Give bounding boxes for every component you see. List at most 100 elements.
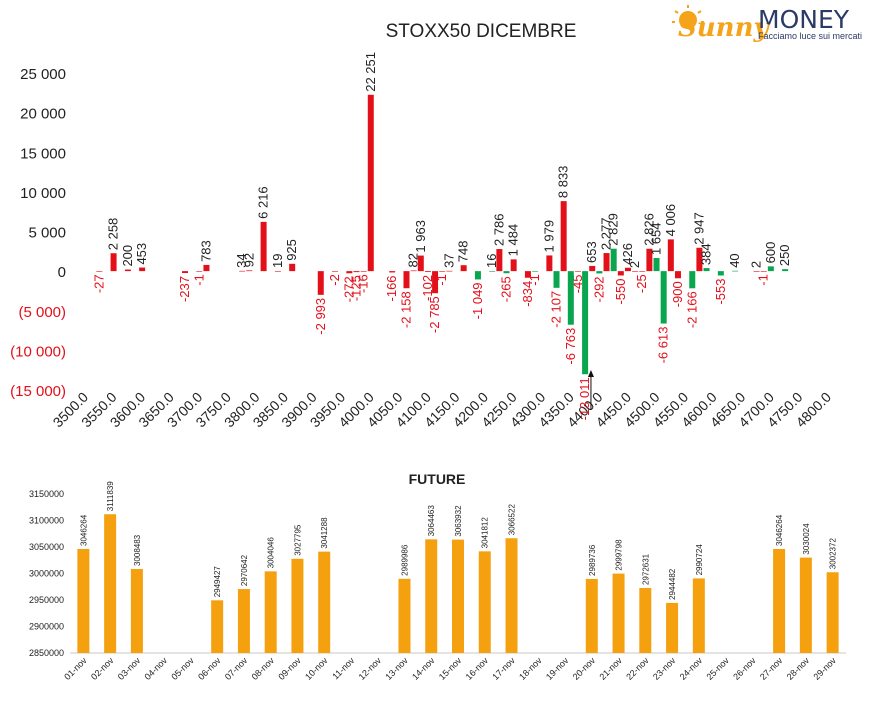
data-label: 2 258: [106, 218, 121, 251]
data-label: -292: [591, 276, 606, 302]
bar: [489, 270, 496, 272]
data-label: 3008483: [133, 534, 142, 566]
x-tick-label: 13-nov: [383, 655, 410, 682]
data-label: 2999798: [615, 539, 624, 571]
bar: [624, 267, 631, 272]
bar: [424, 271, 431, 272]
bar: [826, 572, 839, 653]
data-label: -834: [520, 281, 535, 307]
bar: [589, 265, 596, 272]
y-tick-label: (10 000): [10, 343, 66, 360]
x-tick-label: 03-nov: [116, 655, 143, 682]
data-label: -102: [420, 275, 435, 301]
bar: [582, 271, 589, 375]
data-label: -6 613: [656, 327, 671, 364]
bar: [389, 271, 396, 273]
bar: [139, 267, 146, 272]
bar: [410, 270, 417, 272]
x-tick-label: 04-nov: [143, 655, 170, 682]
data-label: -1: [434, 274, 449, 286]
logo-brand-right: MONEY: [758, 5, 850, 34]
bar: [674, 271, 681, 279]
bar: [560, 201, 567, 272]
x-tick-label: 14-nov: [410, 655, 437, 682]
y-tick-label: 20 000: [20, 106, 66, 123]
bar: [596, 271, 603, 274]
data-label: 3063932: [454, 505, 463, 537]
data-label: 1 963: [413, 220, 428, 253]
bar: [77, 548, 90, 653]
bar: [182, 271, 189, 274]
bar: [110, 253, 117, 272]
y-tick-label: 3000000: [29, 569, 64, 579]
y-tick-label: (5 000): [18, 304, 66, 321]
x-tick-label: 18-nov: [517, 655, 544, 682]
bar: [732, 270, 739, 272]
bar: [667, 239, 674, 272]
bar: [603, 253, 610, 272]
x-tick-label: 20-nov: [571, 655, 598, 682]
data-label: 250: [777, 244, 792, 266]
data-label: -1 049: [470, 282, 485, 319]
data-label: -900: [670, 281, 685, 307]
data-label: 82: [406, 253, 421, 267]
bar: [318, 551, 331, 653]
data-label: -2 785: [427, 296, 442, 333]
data-label: 1 484: [506, 224, 521, 257]
bar: [496, 249, 503, 272]
bar: [237, 589, 250, 653]
x-tick-label: 15-nov: [437, 655, 464, 682]
bar: [264, 571, 277, 653]
data-label: 200: [120, 245, 135, 267]
bar: [274, 270, 281, 272]
data-label: 3041812: [481, 517, 490, 549]
data-label: 2990724: [695, 544, 704, 576]
data-label: 3002372: [829, 538, 838, 570]
y-tick-label: 3050000: [29, 542, 64, 552]
x-tick-label: 08-nov: [250, 655, 277, 682]
x-tick-label: 22-nov: [624, 655, 651, 682]
x-tick-label: 06-nov: [196, 655, 223, 682]
data-label: -16: [356, 274, 371, 293]
bar: [425, 539, 438, 653]
bar: [585, 578, 598, 653]
data-label: 3046264: [79, 514, 88, 546]
bar: [505, 538, 518, 653]
data-label: 4 006: [663, 204, 678, 237]
data-label: 2972631: [641, 553, 650, 585]
top-chart: 25 000 20 000 15 000 10 000 5 000 0 (5 000) (10…: [10, 52, 834, 430]
data-label: -2: [327, 274, 342, 286]
bar: [403, 271, 410, 289]
bar: [753, 271, 760, 272]
bar: [703, 268, 710, 272]
data-label: -166: [384, 275, 399, 301]
data-label: 6 216: [256, 186, 271, 219]
data-label: 2 829: [606, 213, 621, 246]
data-label: 8 833: [556, 166, 571, 199]
bar: [610, 248, 617, 272]
data-label: 426: [620, 243, 635, 265]
bar: [452, 539, 464, 653]
data-label: -6 763: [563, 328, 578, 365]
bar: [289, 263, 296, 272]
data-label: 22 251: [363, 52, 378, 92]
data-label: 2944482: [668, 568, 677, 600]
data-label: 2 277: [599, 218, 614, 251]
y-tick-label: 2850000: [29, 648, 64, 658]
bar: [317, 271, 324, 295]
data-label: 783: [198, 240, 213, 262]
bar: [617, 271, 624, 276]
data-label: -1: [191, 274, 206, 286]
bar: [367, 94, 374, 272]
data-label: 2989736: [588, 544, 597, 576]
data-label: -2 158: [398, 291, 413, 328]
logo-brand-left: Sunny: [678, 13, 770, 43]
x-tick-label: 21-nov: [597, 655, 624, 682]
data-label: 384: [699, 243, 714, 265]
bar: [689, 271, 696, 289]
x-tick-label: 17-nov: [490, 655, 517, 682]
data-label: 3046264: [775, 514, 784, 546]
data-label: 2 947: [691, 212, 706, 245]
data-label: -550: [613, 278, 628, 304]
